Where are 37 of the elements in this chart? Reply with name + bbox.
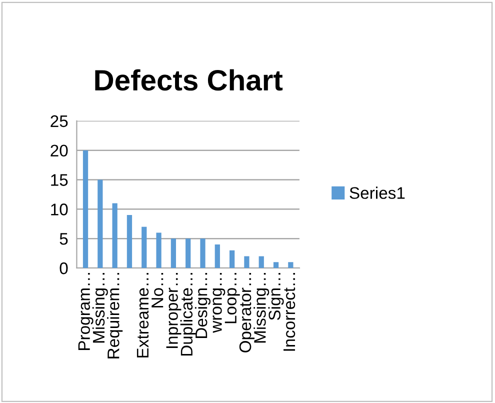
bar: [98, 180, 103, 268]
x-tick-label: Sign…: [268, 273, 284, 320]
bar: [112, 203, 118, 268]
x-tick-label: Loop…: [224, 273, 240, 324]
bar: [244, 256, 250, 268]
y-tick-label: 0: [60, 262, 68, 274]
bar: [200, 238, 206, 268]
x-tick-label: Inproper…: [166, 273, 182, 348]
x-tick-label: Design…: [194, 273, 211, 338]
y-tick-label: 15: [51, 174, 68, 186]
bar: [82, 150, 88, 268]
x-tick-label: Missing…: [92, 273, 108, 343]
bar: [214, 244, 220, 268]
x-tick-label: Operator…: [239, 273, 254, 352]
bar: [186, 238, 191, 268]
x-tick-label: Requirem…: [107, 273, 123, 358]
chart-title: Defects Chart: [95, 69, 283, 91]
legend-label: Series1: [350, 186, 405, 199]
bar: [288, 262, 294, 268]
x-tick-label: Program…: [78, 273, 94, 350]
bar: [170, 238, 176, 268]
y-tick-label: 25: [50, 115, 68, 128]
x-tick-label: No…: [152, 273, 164, 308]
x-tick-label: Extreame…: [136, 273, 149, 358]
bar: [156, 232, 162, 268]
bar: [258, 256, 264, 268]
bar: [273, 262, 279, 268]
bar: [230, 250, 235, 268]
x-tick-label: Duplicate…: [180, 273, 196, 356]
y-tick-label: 20: [50, 144, 68, 157]
bar: [126, 215, 132, 268]
y-tick-label: 10: [51, 204, 68, 216]
y-tick-label: 5: [60, 233, 68, 245]
bar: [142, 226, 147, 268]
x-tick-label: Incorrect…: [284, 273, 296, 351]
x-tick-label: wrong…: [212, 273, 226, 333]
x-tick-label: Missing…: [254, 273, 270, 343]
